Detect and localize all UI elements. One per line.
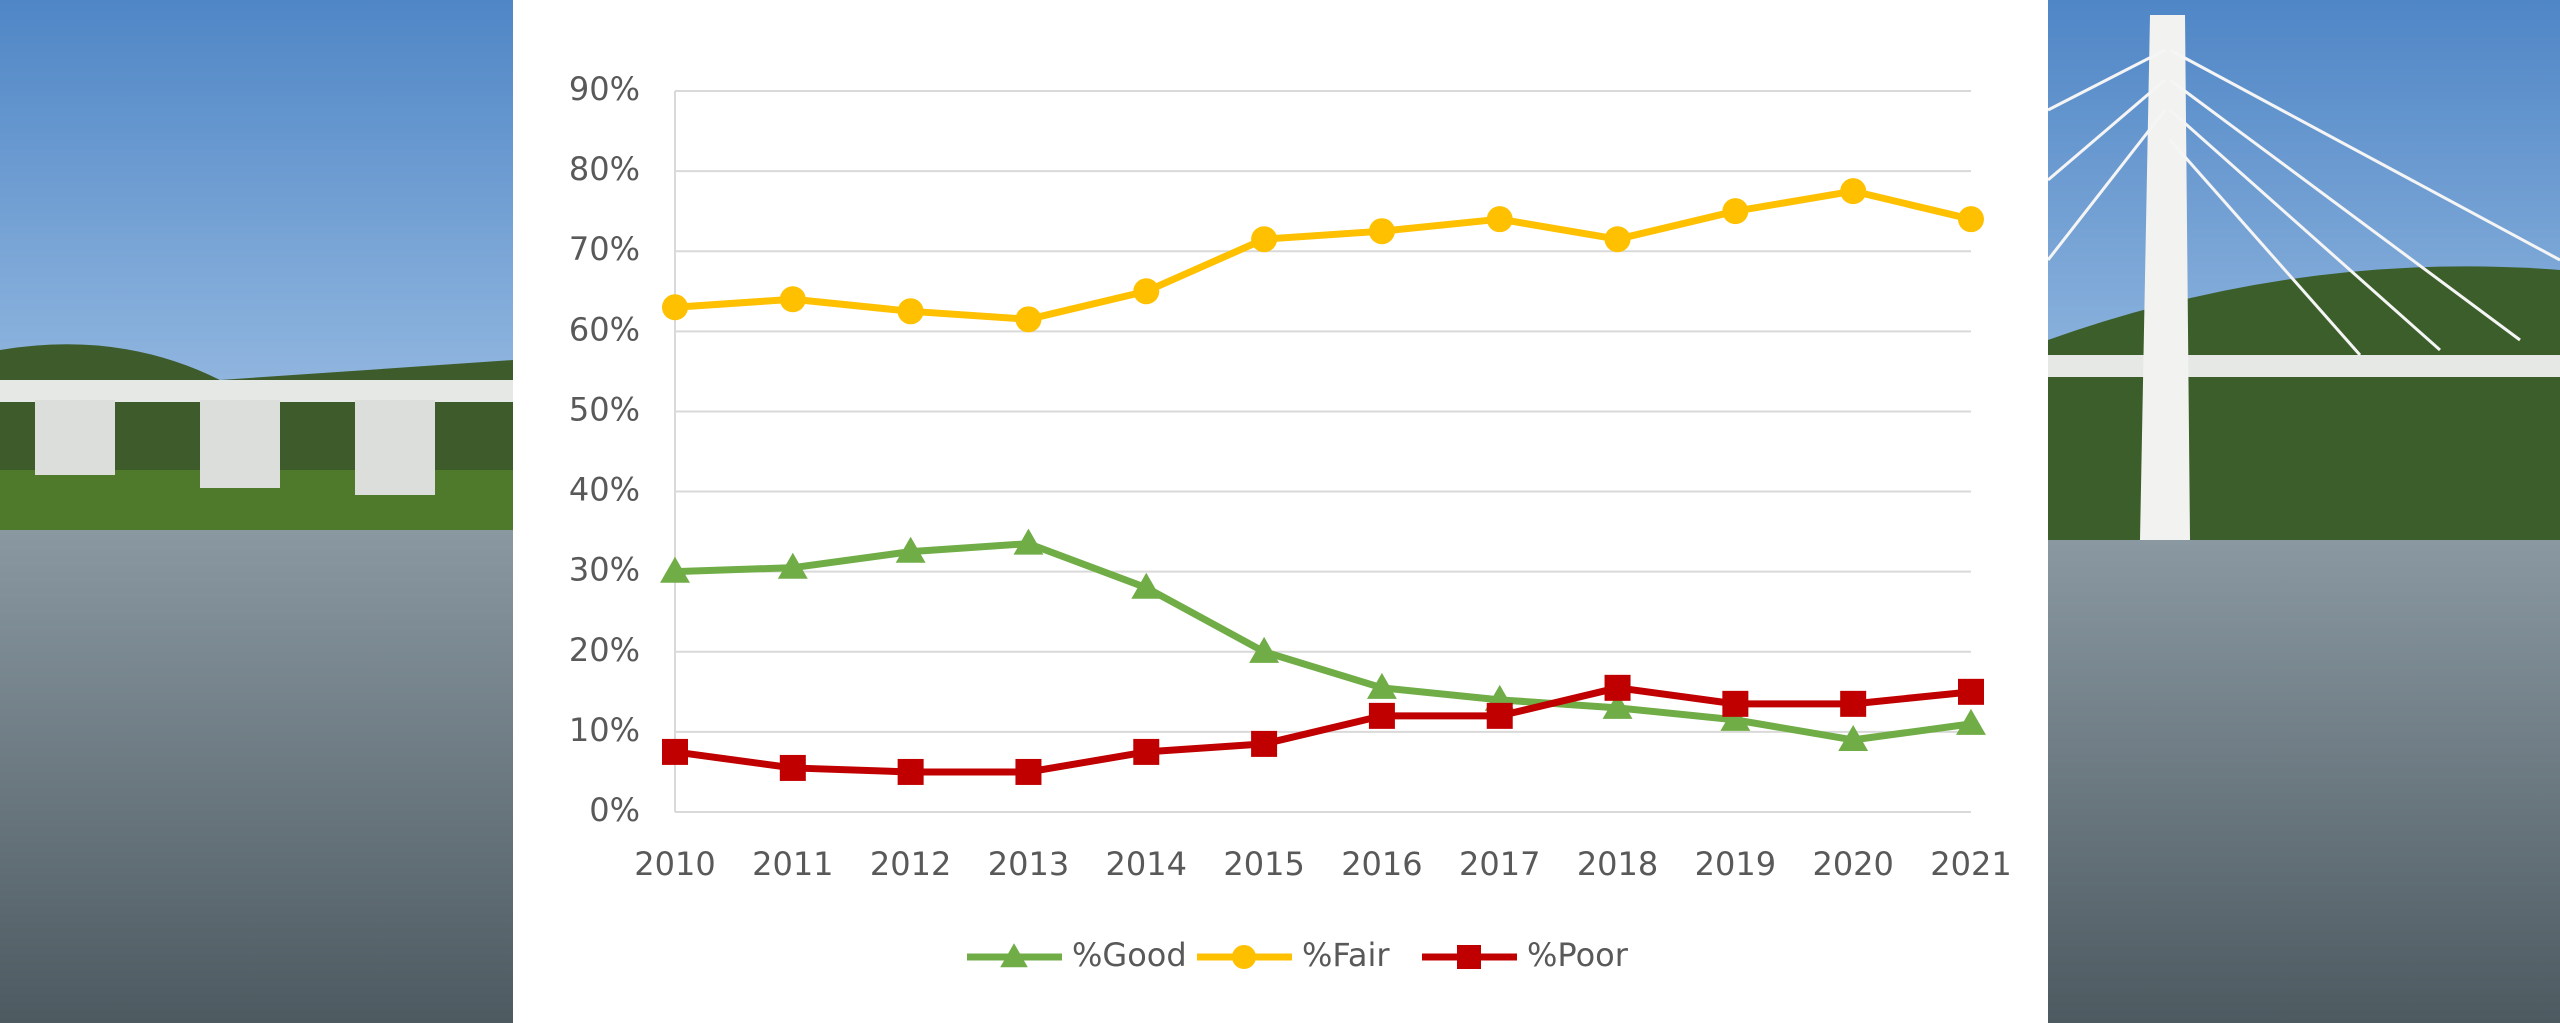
y-tick-label: 10% [569, 711, 640, 749]
marker [898, 298, 924, 324]
x-tick-label: 2019 [1695, 845, 1776, 883]
screen: 0% 10% 20% 30% 40% 50% 60% 70% 80% 90% 2010 2011 201… [0, 0, 2560, 1023]
x-tick-label: 2011 [752, 845, 833, 883]
marker [1133, 739, 1159, 765]
marker [780, 755, 806, 781]
x-tick-label: 2010 [634, 845, 715, 883]
y-tick-label: 60% [569, 310, 640, 348]
marker [662, 294, 688, 320]
marker [1015, 306, 1041, 332]
x-tick-label: 2016 [1341, 845, 1422, 883]
marker [1722, 198, 1748, 224]
y-tick-label: 30% [569, 551, 640, 589]
marker [898, 759, 924, 785]
y-tick-label: 20% [569, 631, 640, 669]
left-photo [0, 0, 513, 1023]
marker [1487, 703, 1513, 729]
y-tick-label: 0% [589, 791, 640, 829]
marker [1605, 675, 1631, 701]
legend-label: %Fair [1302, 936, 1390, 974]
page: {"chart_data": {"type": "line", "categor… [0, 0, 2560, 1023]
marker [1015, 759, 1041, 785]
marker [1133, 278, 1159, 304]
marker [1369, 218, 1395, 244]
legend-label: %Good [1072, 936, 1187, 974]
x-tick-label: 2018 [1577, 845, 1658, 883]
x-tick-label: 2015 [1223, 845, 1304, 883]
legend-marker [1457, 945, 1481, 969]
marker [1487, 206, 1513, 232]
x-tick-label: 2021 [1930, 845, 2011, 883]
x-tick-label: 2013 [988, 845, 1069, 883]
marker [1958, 679, 1984, 705]
marker [662, 739, 688, 765]
marker [1251, 226, 1277, 252]
legend-marker [1232, 945, 1256, 969]
marker [1958, 206, 1984, 232]
marker [1840, 178, 1866, 204]
x-tick-label: 2014 [1106, 845, 1187, 883]
marker [1722, 691, 1748, 717]
marker [1605, 226, 1631, 252]
marker [780, 286, 806, 312]
y-tick-label: 80% [569, 150, 640, 188]
y-tick-label: 70% [569, 230, 640, 268]
y-tick-label: 40% [569, 471, 640, 509]
y-tick-label: 90% [569, 70, 640, 108]
legend-label: %Poor [1527, 936, 1629, 974]
x-tick-label: 2012 [870, 845, 951, 883]
x-tick-label: 2017 [1459, 845, 1540, 883]
marker [1840, 691, 1866, 717]
marker [1369, 703, 1395, 729]
right-photo [2048, 0, 2560, 1023]
marker [1251, 731, 1277, 757]
x-tick-label: 2020 [1812, 845, 1893, 883]
y-tick-label: 50% [569, 390, 640, 428]
